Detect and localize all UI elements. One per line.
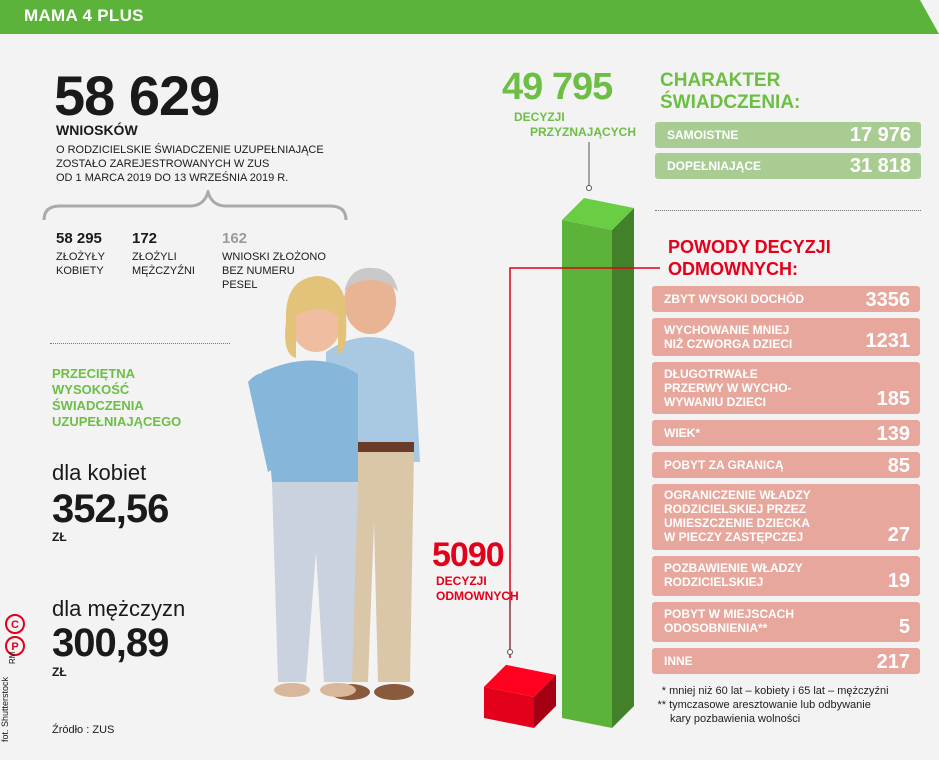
women-unit: ZŁ [52,530,67,544]
character-item-samoistne: SAMOISTNE 17 976 [655,122,921,148]
women-label: dla kobiet [52,460,147,485]
copyright-logo: C P [5,614,25,656]
divider-right [655,210,921,211]
photo-credit: fot. Shutterstock [0,676,10,742]
bar-side-1 [612,208,634,728]
footnote-isolation: ** tymczasowe aresztowanie lub odbywanie… [657,699,871,725]
granted-label: DECYZJI PRZYZNAJĄCYCH [514,110,636,139]
breakdown-women: 58 295 ZŁOŻYŁY KOBIETY [56,230,105,277]
men-value: 300,89 [52,621,169,665]
couple-photo [248,267,420,700]
bar-refused [484,664,556,728]
brace-decoration [42,190,348,221]
character-heading: CHARAKTER ŚWIADCZENIA: [660,70,801,113]
svg-text:P: P [11,641,18,653]
character-item-dopelniajace: DOPEŁNIAJĄCE 31 818 [655,153,921,179]
refused-label: DECYZJI ODMOWNYCH [436,574,519,603]
breakdown-men: 172 ZŁOŻYLI MĘŻCZYŹNI [132,230,195,277]
bar-front-0 [484,686,534,728]
bar-granted [562,198,634,728]
reason-item-isolation: POBYT W MIEJSCACH ODOSOBNIENIA** 5 [652,602,920,642]
decisions-chart [484,198,634,728]
reason-item-other: INNE 217 [652,648,920,674]
breakdown-no-pesel: 162 WNIOSKI ZŁOŻONO BEZ NUMERU PESEL [222,230,326,291]
refused-value: 5090 [432,536,505,574]
footnote-age: * mniej niż 60 lat – kobiety i 65 lat – … [661,685,889,697]
total-applications: 58 629 [54,64,220,127]
bar-side-0 [534,674,556,728]
brand-mark: RM [8,651,17,664]
reason-item-foster-care: OGRANICZENIE WŁADZY RODZICIELSKIEJ PRZEZ U… [652,484,920,550]
reason-item-breaks: DŁUGOTRWAŁE PRZERWY W WYCHO- WYWANIU DZIEC… [652,362,920,414]
reason-item-deprivation: POZBAWIENIE WŁADZY RODZICIELSKIEJ 19 [652,556,920,596]
applications-unit: WNIOSKÓW [56,122,138,138]
men-label: dla mężczyzn [52,596,186,621]
granted-value: 49 795 [502,66,613,108]
reason-item-age: WIEK* 139 [652,420,920,446]
bar-front-1 [562,220,612,728]
header-title: MAMA 4 PLUS [24,6,144,25]
average-heading: PRZECIĘTNA WYSOKOŚĆ ŚWIADCZENIA UZUPEŁNIAJĄ… [52,366,182,429]
connector-lines [509,267,660,658]
divider [50,343,230,344]
source-note: Źródło : ZUS [52,724,115,736]
reason-item-income: ZBYT WYSOKI DOCHÓD 3356 [652,286,920,312]
reason-item-abroad: POBYT ZA GRANICĄ 85 [652,452,920,478]
reason-item-children: WYCHOWANIE MNIEJ NIŻ CZWORGA DZIECI 1231 [652,318,920,356]
reasons-heading: POWODY DECYZJI ODMOWNYCH: [668,237,831,279]
svg-text:C: C [11,619,19,631]
applications-description: O RODZICIELSKIE ŚWIADCZENIE UZUPEŁNIAJĄC… [56,144,324,184]
men-unit: ZŁ [52,665,67,679]
women-value: 352,56 [52,487,169,531]
header-banner [0,0,939,34]
bar-top-0 [484,664,556,697]
refused-pointer [507,602,513,655]
granted-pointer [586,142,592,191]
bar-top-1 [562,198,634,230]
